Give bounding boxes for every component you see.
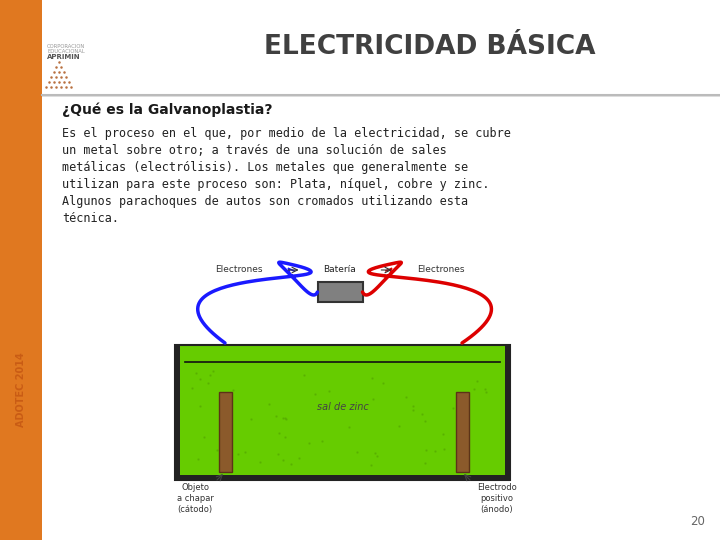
Text: Objeto
a chapar
(cátodo): Objeto a chapar (cátodo) xyxy=(176,483,213,514)
Text: un metal sobre otro; a través de una solución de sales: un metal sobre otro; a través de una sol… xyxy=(62,144,446,157)
Text: CORPORACION: CORPORACION xyxy=(47,44,85,49)
Bar xyxy=(175,475,510,480)
Bar xyxy=(456,392,469,472)
Text: sal de zinc: sal de zinc xyxy=(317,402,369,413)
Text: Electrones: Electrones xyxy=(418,266,465,274)
Bar xyxy=(180,345,505,475)
Text: utilizan para este proceso son: Plata, níquel, cobre y zinc.: utilizan para este proceso son: Plata, n… xyxy=(62,178,490,191)
Bar xyxy=(0,0,42,540)
Text: Electrones: Electrones xyxy=(215,266,263,274)
Text: Electrodo
positivo
(ánodo): Electrodo positivo (ánodo) xyxy=(477,483,517,514)
Bar xyxy=(219,392,232,472)
Text: Algunos parachoques de autos son cromados utilizando esta: Algunos parachoques de autos son cromado… xyxy=(62,195,468,208)
Text: ¿Qué es la Galvanoplastia?: ¿Qué es la Galvanoplastia? xyxy=(62,103,272,117)
Text: Es el proceso en el que, por medio de la electricidad, se cubre: Es el proceso en el que, por medio de la… xyxy=(62,127,511,140)
Bar xyxy=(175,345,510,480)
Text: metálicas (electrólisis). Los metales que generalmente se: metálicas (electrólisis). Los metales qu… xyxy=(62,161,468,174)
Bar xyxy=(318,282,362,302)
Text: EDUCACIONAL: EDUCACIONAL xyxy=(47,49,85,54)
Bar xyxy=(505,345,510,480)
Text: APRIMIN: APRIMIN xyxy=(47,54,81,60)
Bar xyxy=(42,0,720,95)
Text: ELECTRICIDAD BÁSICA: ELECTRICIDAD BÁSICA xyxy=(264,35,595,60)
Text: 20: 20 xyxy=(690,515,705,528)
Text: técnica.: técnica. xyxy=(62,212,119,225)
Text: Batería: Batería xyxy=(323,265,356,274)
Bar xyxy=(175,345,180,480)
Text: ADOTEC 2014: ADOTEC 2014 xyxy=(16,353,26,427)
